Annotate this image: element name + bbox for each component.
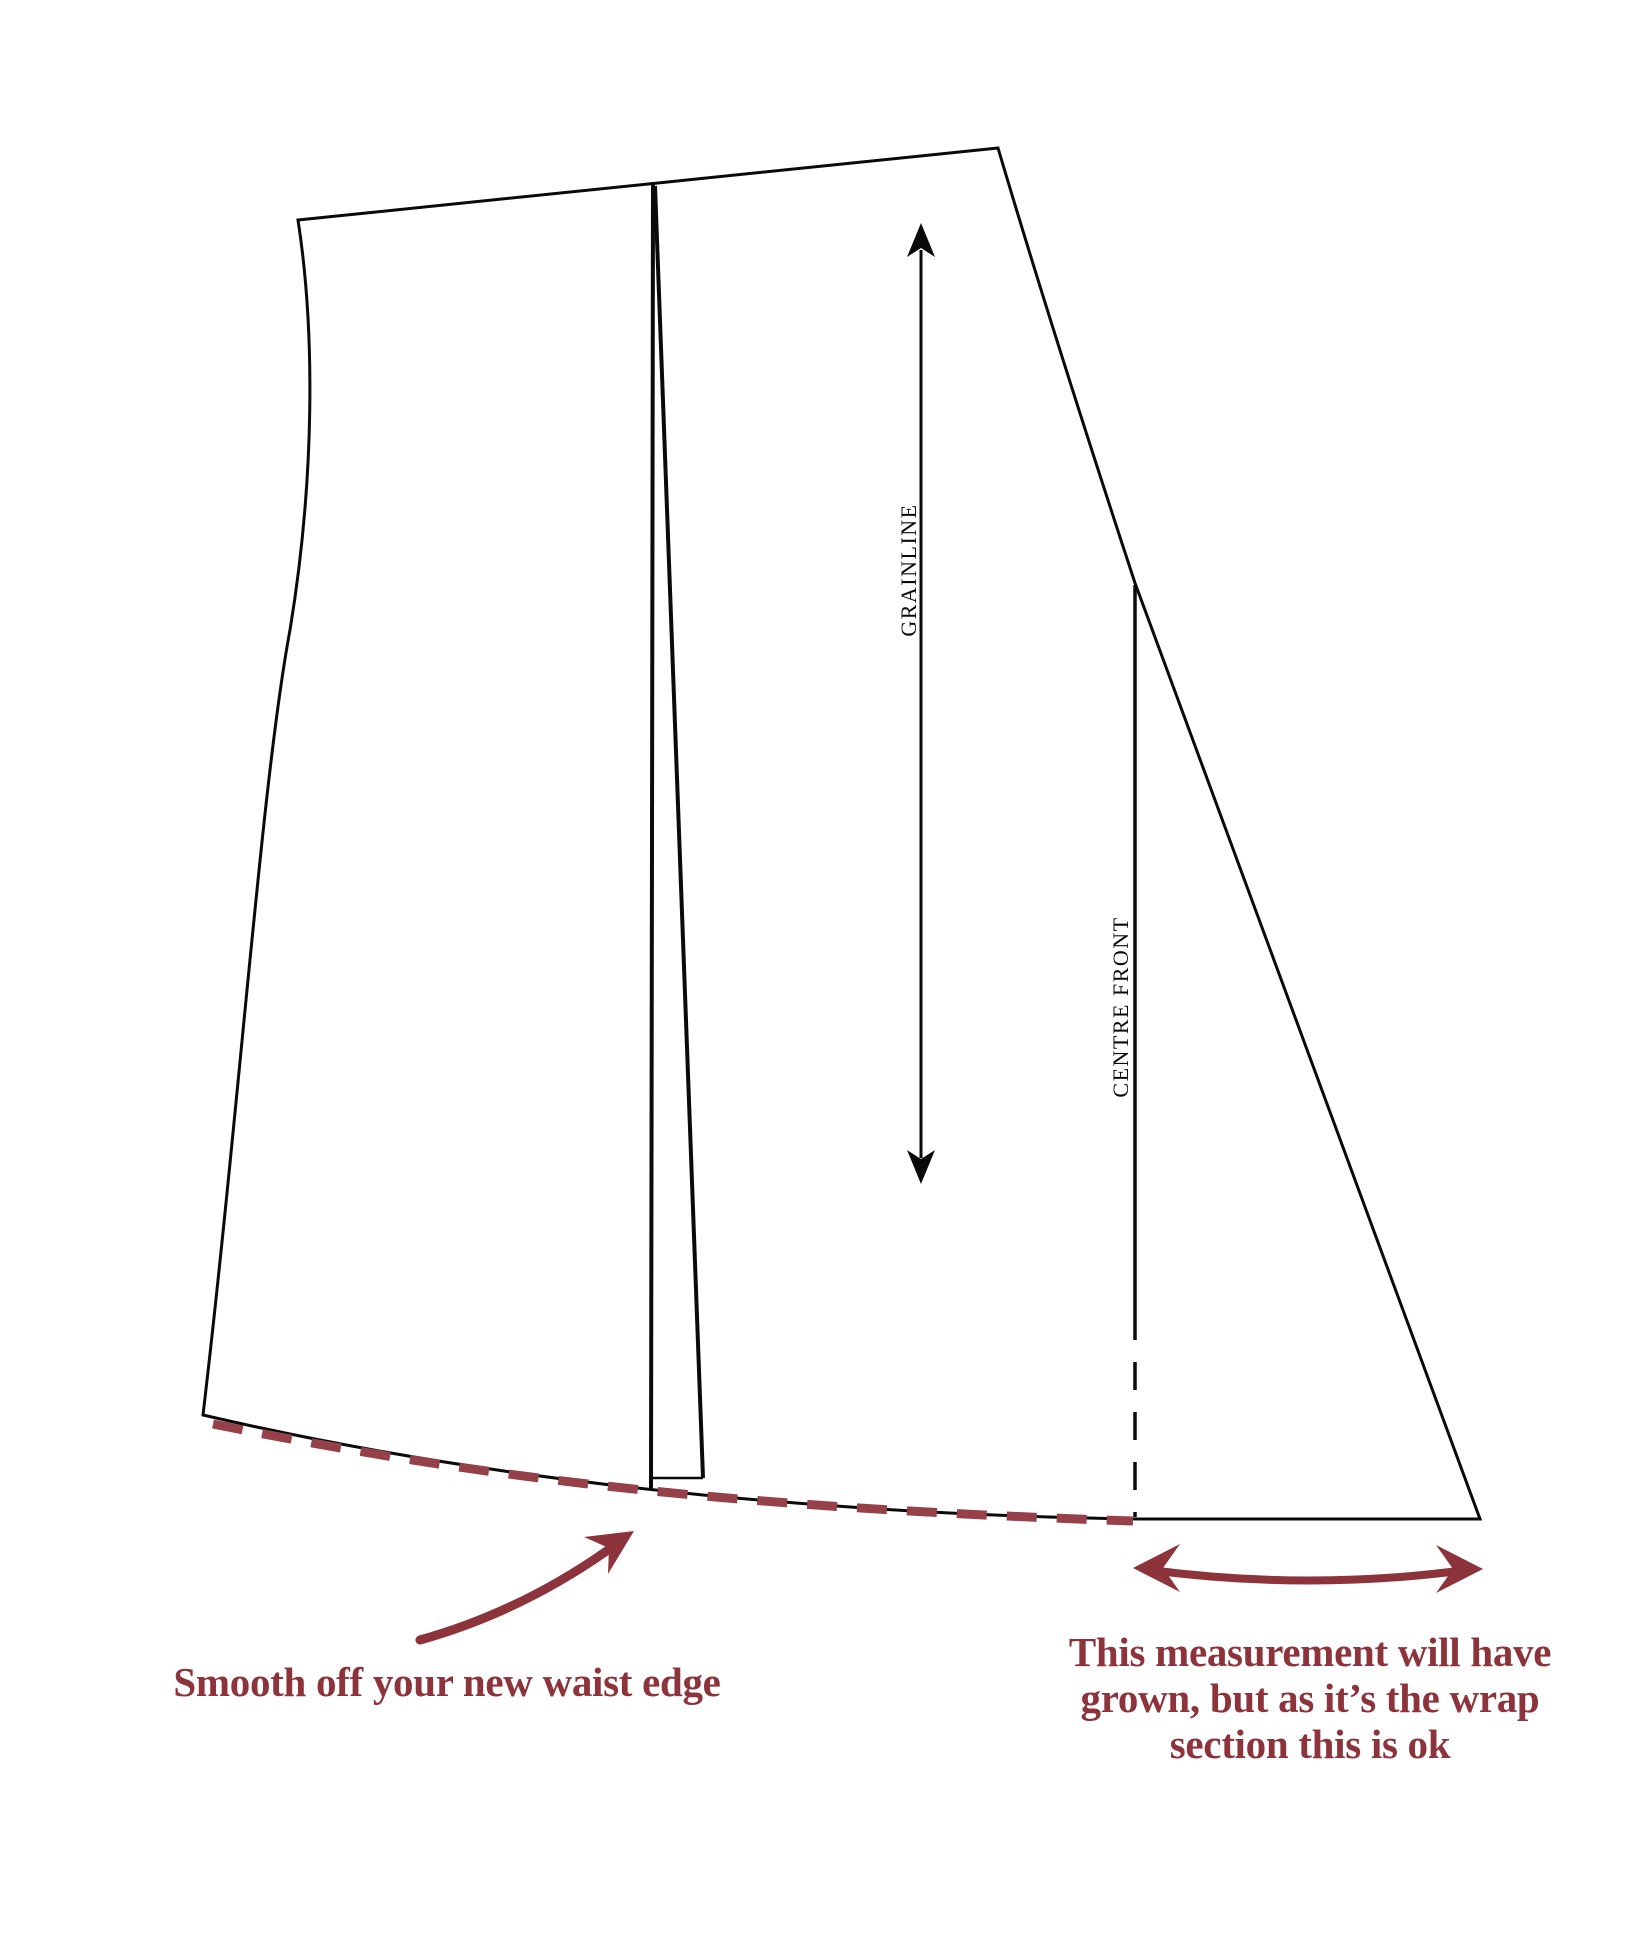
smooth-waist-arrow xyxy=(415,1545,613,1645)
measurement-annotation-line3: section this is ok xyxy=(1170,1721,1451,1767)
measurement-arrowhead-left-icon xyxy=(1133,1544,1180,1592)
centre-seam-line xyxy=(649,181,655,1490)
measurement-arrowhead-right-icon xyxy=(1436,1545,1483,1593)
grainline-label: GRAINLINE xyxy=(896,503,921,636)
smooth-waist-arrowhead-icon xyxy=(584,1531,634,1574)
measurement-annotation-line1: This measurement will have xyxy=(1069,1629,1551,1675)
grainline-arrowhead-top-icon xyxy=(907,223,935,257)
centre-seam-slash-line xyxy=(653,185,705,1479)
measurement-double-arrow xyxy=(1146,1566,1470,1585)
grainline-arrowhead-bottom-icon xyxy=(907,1150,935,1184)
smooth-waist-annotation: Smooth off your new waist edge xyxy=(173,1659,720,1705)
centre-front-label: CENTRE FRONT xyxy=(1108,916,1133,1097)
new-waist-dashed-edge xyxy=(212,1419,1134,1526)
measurement-annotation-line2: grown, but as it’s the wrap xyxy=(1081,1675,1540,1721)
pattern-outline xyxy=(201,146,1483,1521)
